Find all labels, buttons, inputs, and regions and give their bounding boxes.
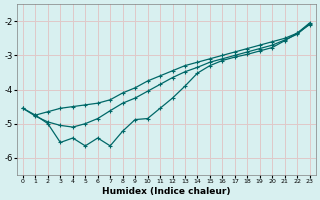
X-axis label: Humidex (Indice chaleur): Humidex (Indice chaleur) bbox=[102, 187, 230, 196]
